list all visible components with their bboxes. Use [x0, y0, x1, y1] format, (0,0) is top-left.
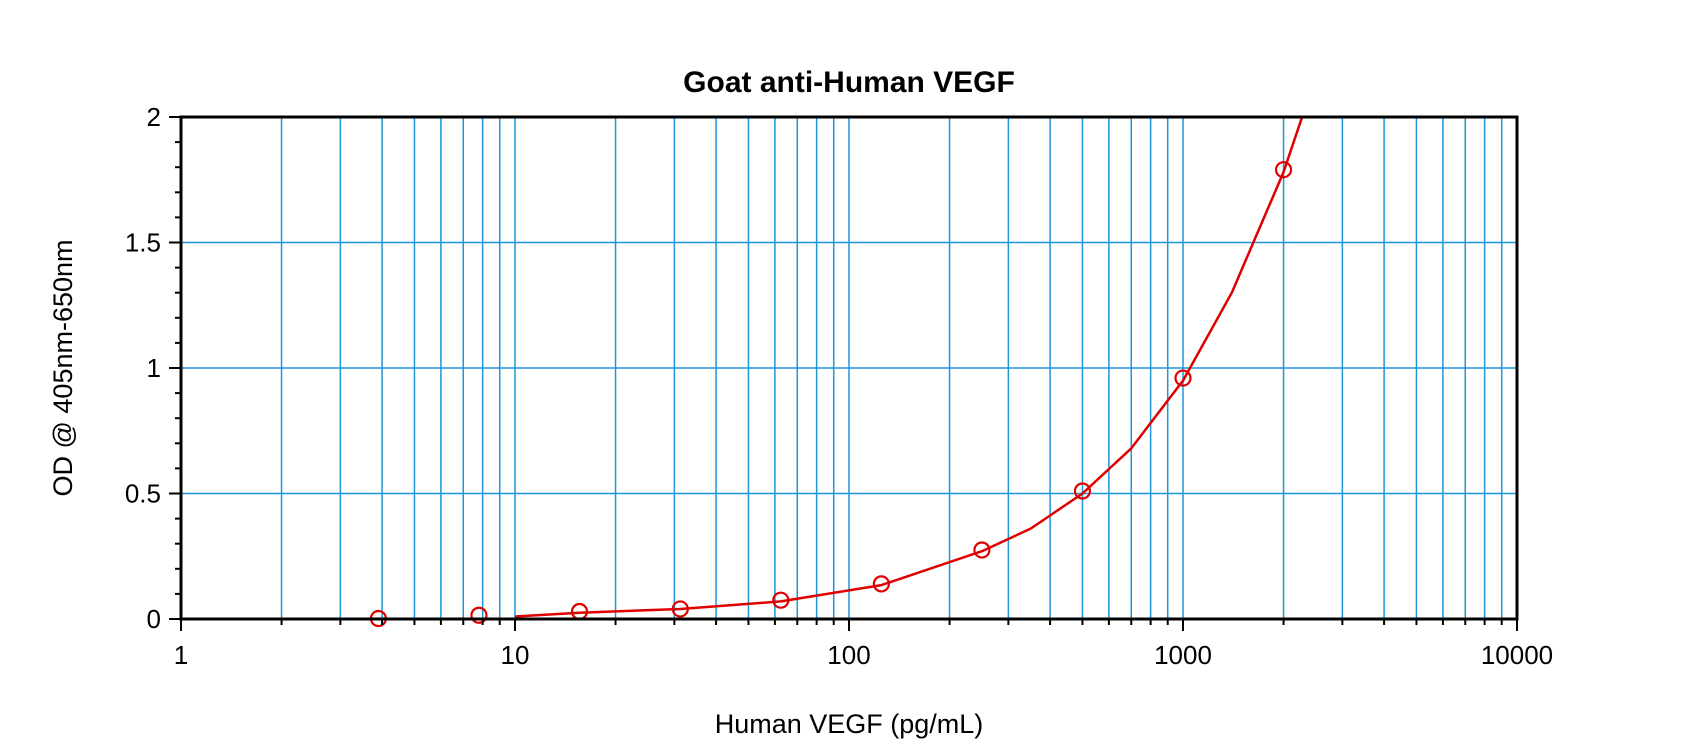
y-tick-label: 1.5	[125, 228, 161, 258]
data-point	[671, 600, 689, 618]
data-point	[1073, 482, 1092, 500]
tick-labels: 1 10 100 1000 10000 0 0.5 1 1.5 2	[125, 102, 1553, 670]
data-point	[772, 591, 790, 609]
chart-title: Goat anti-Human VEGF	[683, 66, 1015, 99]
y-tick-label: 1	[147, 353, 161, 383]
y-tick-label: 2	[147, 102, 161, 132]
x-tick-label: 100	[827, 640, 870, 670]
x-tick-label: 10000	[1481, 640, 1553, 670]
fit-curve-layer	[514, 117, 1304, 618]
x-axis-label: Human VEGF (pg/mL)	[715, 709, 984, 739]
data-point	[470, 606, 488, 624]
axis-ticks	[169, 116, 1518, 631]
data-point	[872, 575, 890, 593]
y-tick-label: 0	[147, 604, 161, 634]
x-tick-label: 1000	[1154, 640, 1212, 670]
fit-curve	[514, 117, 1304, 618]
grid-lines	[181, 117, 1517, 619]
data-point	[1174, 369, 1192, 387]
x-tick-label: 10	[501, 640, 530, 670]
x-tick-label: 1	[174, 640, 188, 670]
data-point	[1274, 161, 1293, 179]
y-tick-label: 0.5	[125, 479, 161, 509]
data-point	[973, 541, 991, 559]
y-axis-label: OD @ 405nm-650nm	[48, 239, 78, 496]
data-points	[369, 161, 1293, 628]
